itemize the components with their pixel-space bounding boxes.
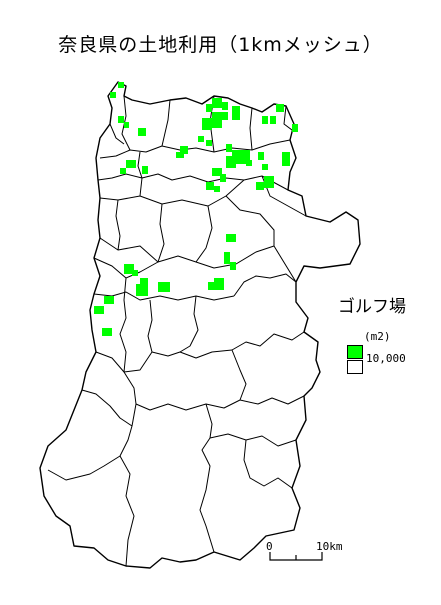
legend-swatch-none [347, 360, 363, 374]
legend-unit: (m2) [364, 330, 391, 343]
scale-start-label: 0 [266, 540, 273, 553]
legend-title: ゴルフ場 [338, 297, 406, 317]
map-title: 奈良県の土地利用（1kmメッシュ） [58, 34, 383, 56]
legend-label-10000: 10,000 [366, 352, 406, 365]
scale-bar [269, 552, 323, 561]
prefecture-outline [39, 81, 361, 569]
scale-end-label: 10km [316, 540, 343, 553]
legend-swatch-golf [347, 345, 363, 359]
golf-mesh-cells [94, 82, 298, 336]
